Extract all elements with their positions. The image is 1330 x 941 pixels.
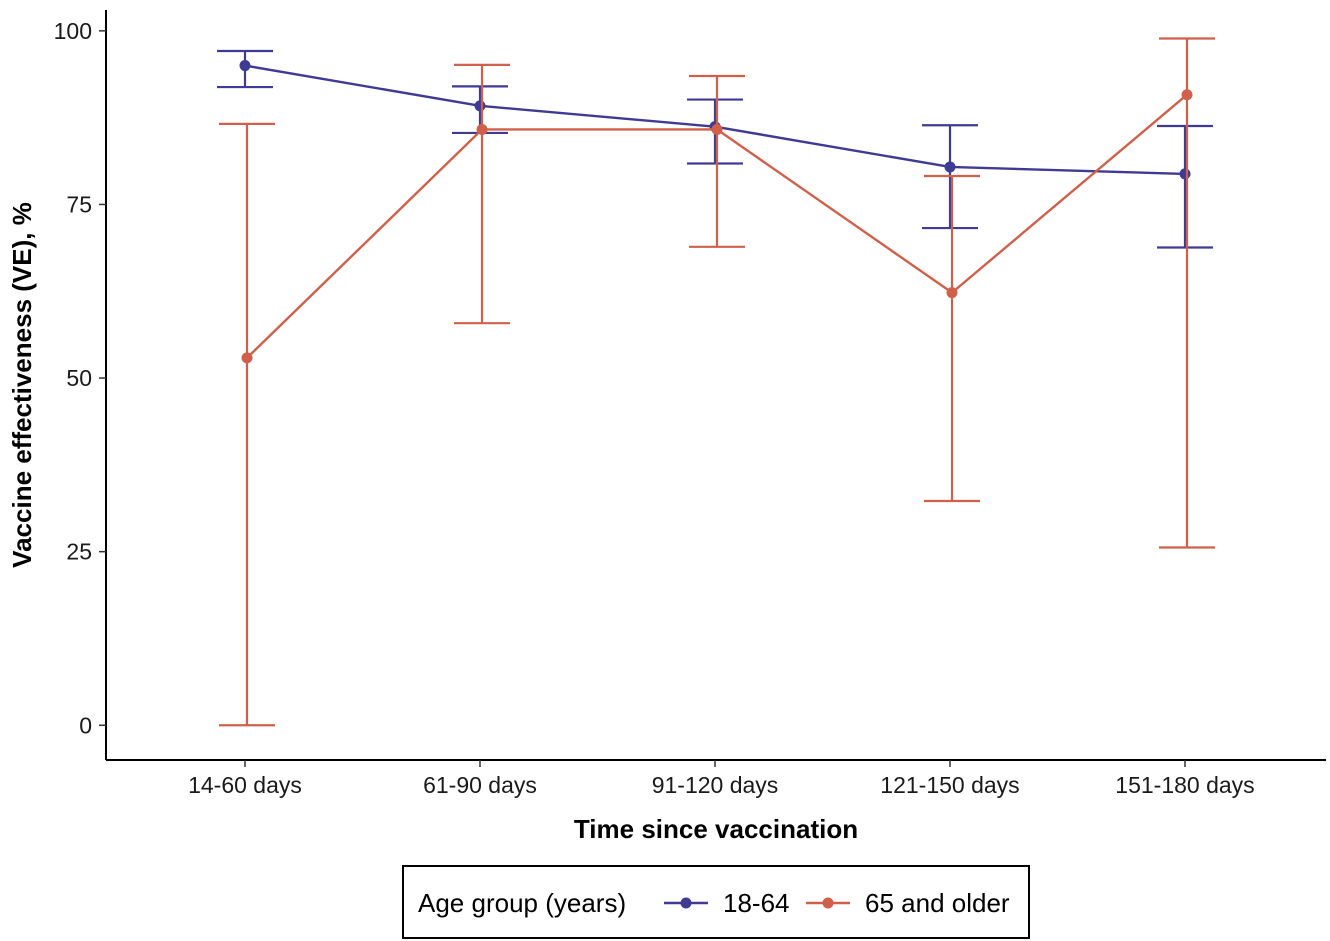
- error-bar: [454, 63, 510, 325]
- y-tick-label: 0: [79, 712, 92, 738]
- x-tick-label: 61-90 days: [423, 772, 537, 798]
- error-bar: [1159, 37, 1215, 549]
- x-tick-label: 121-150 days: [880, 772, 1019, 798]
- x-ticks: 14-60 days 61-90 days 91-120 days 121-150 d…: [188, 760, 1255, 798]
- error-bar: [924, 174, 980, 503]
- data-point: [1181, 89, 1193, 101]
- data-point: [239, 60, 251, 72]
- y-ticks: 0 25 50 75 100: [54, 18, 106, 738]
- legend-key-point: [822, 897, 834, 909]
- series-65-and-older: [219, 37, 1215, 727]
- data-point: [711, 123, 723, 135]
- error-bar: [689, 74, 745, 248]
- legend-item-18-64: 18-64: [664, 888, 790, 918]
- axes: [105, 10, 1326, 761]
- legend-title: Age group (years): [418, 888, 626, 918]
- y-tick-label: 50: [66, 365, 92, 391]
- legend-key-point: [680, 897, 692, 909]
- legend: Age group (years) 18-64 65 and older: [402, 865, 1030, 939]
- data-point: [946, 287, 958, 299]
- legend-items: 18-64 65 and older: [664, 888, 1010, 918]
- error-bar: [219, 122, 275, 727]
- data-point: [241, 352, 253, 364]
- legend-item-label: 18-64: [723, 888, 790, 918]
- data-point: [944, 161, 956, 173]
- data-point: [476, 123, 488, 135]
- y-axis-title: Vaccine effectiveness (VE), %: [7, 202, 37, 568]
- legend-item-label: 65 and older: [865, 888, 1010, 918]
- legend-item-65-and-older: 65 and older: [806, 888, 1010, 918]
- x-tick-label: 91-120 days: [652, 772, 779, 798]
- y-tick-label: 25: [66, 539, 92, 565]
- data-point: [1179, 168, 1191, 180]
- y-tick-label: 75: [66, 191, 92, 217]
- series-layer: [217, 37, 1215, 727]
- x-axis-title: Time since vaccination: [574, 814, 858, 844]
- y-tick-label: 100: [54, 18, 92, 44]
- error-bar: [1157, 124, 1213, 249]
- x-tick-label: 151-180 days: [1115, 772, 1254, 798]
- series-18-64: [217, 49, 1213, 249]
- legend-box: [402, 865, 1030, 939]
- data-point: [474, 100, 486, 112]
- x-tick-label: 14-60 days: [188, 772, 302, 798]
